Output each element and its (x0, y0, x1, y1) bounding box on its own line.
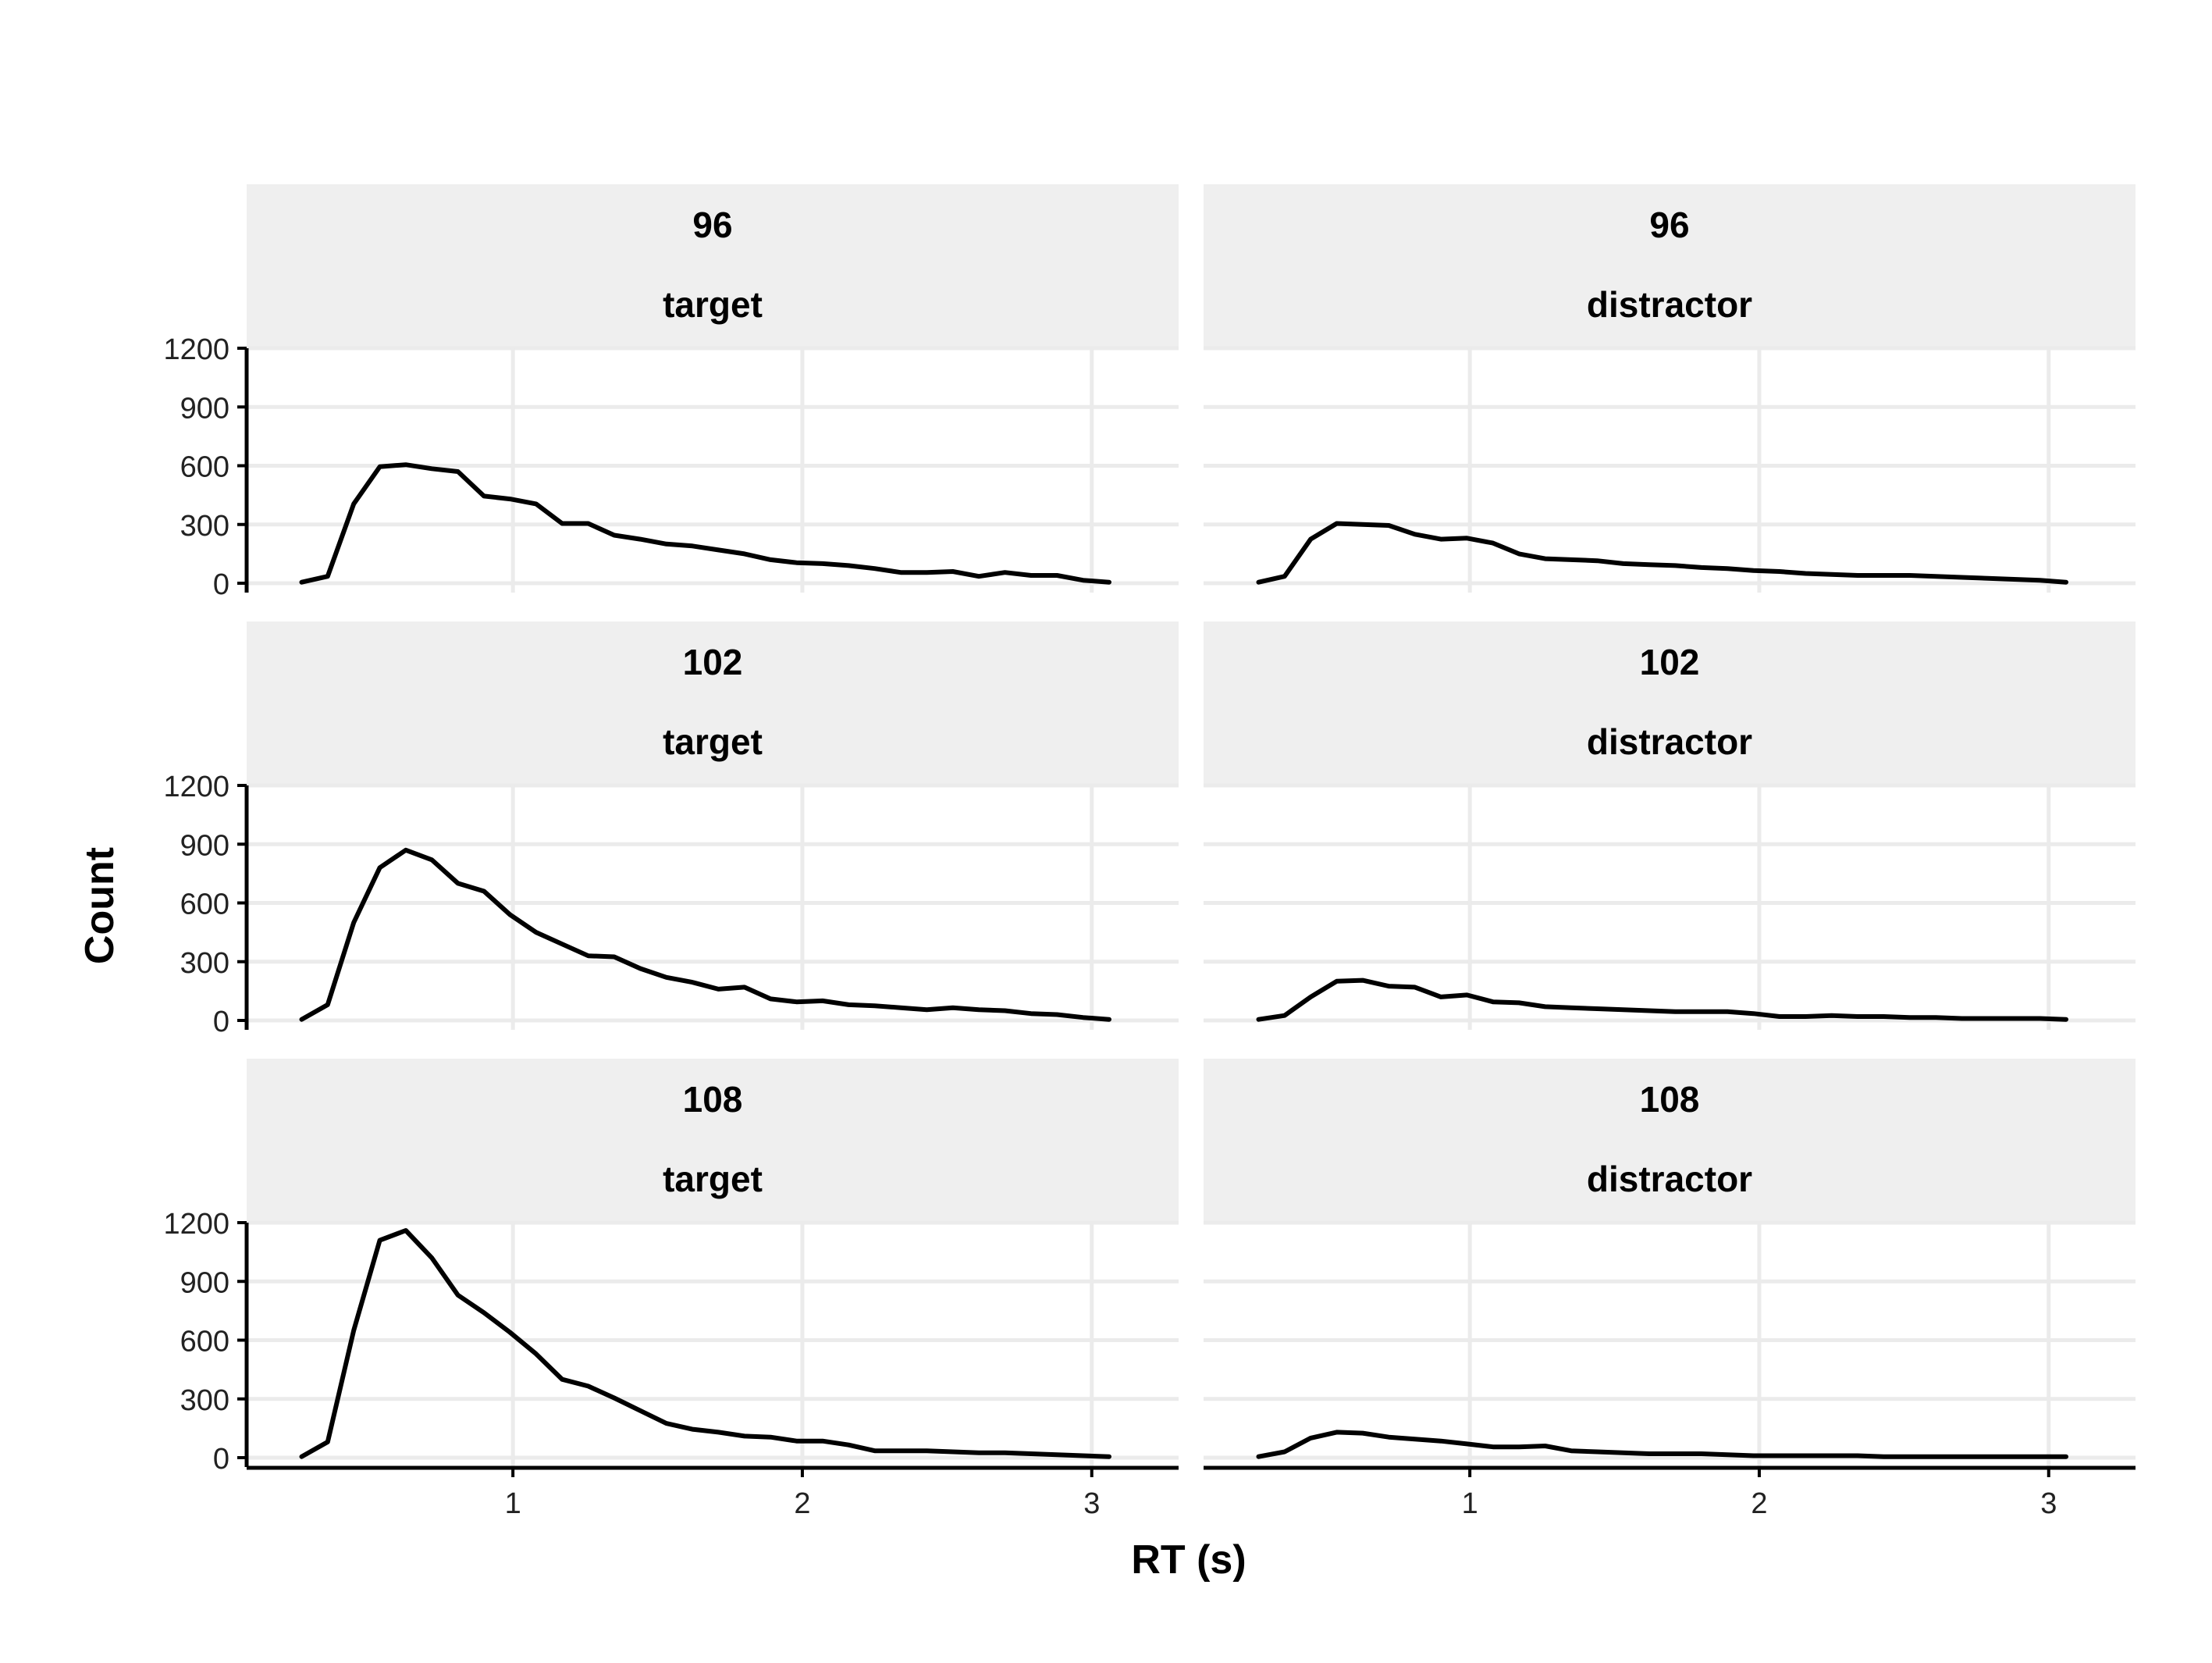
series-line (299, 462, 1111, 585)
panel-background (247, 348, 1179, 593)
facet-strip-label-top: 108 (1640, 1079, 1700, 1120)
facet-strip-background (247, 1059, 1179, 1223)
series-line (1256, 978, 2068, 1022)
facet-strip-background (1204, 621, 2136, 785)
facet-strip-background (1204, 184, 2136, 348)
x-tick-label: 1 (1462, 1487, 1478, 1520)
y-tick-label: 600 (180, 451, 229, 484)
facet-strip-label-top: 96 (692, 205, 732, 245)
facet-strip-label-top: 102 (1640, 642, 1700, 682)
facet-panel-1: 96 target (247, 184, 1179, 593)
y-tick-label: 900 (180, 1266, 229, 1299)
series-line (1256, 521, 2068, 585)
y-tick-label: 300 (180, 947, 229, 980)
facet-strip-label-bottom: target (663, 721, 763, 762)
y-tick-label: 600 (180, 888, 229, 921)
facet-strip-background (247, 184, 1179, 348)
y-tick-label: 0 (213, 1006, 229, 1038)
facet-panel-3: 102 target (247, 621, 1179, 1030)
panel-background (1204, 348, 2136, 593)
y-tick-label: 1200 (163, 333, 229, 366)
facet-panel-6: 108 distractor (1204, 1059, 2136, 1467)
facet-panel-5: 108 target (247, 1059, 1179, 1467)
y-tick-label: 900 (180, 392, 229, 425)
panel-background (1204, 1223, 2136, 1467)
y-axis-title: Count (77, 847, 123, 964)
series-line (299, 1228, 1111, 1459)
facet-strip-label-bottom: distractor (1587, 721, 1752, 762)
y-tick-label: 0 (213, 1443, 229, 1476)
y-tick-label: 600 (180, 1326, 229, 1359)
x-tick-label: 1 (505, 1487, 521, 1520)
panels-layer: 96 target 96 distractor 102 target 102 distract… (247, 184, 2136, 1467)
y-tick-label: 300 (180, 1384, 229, 1417)
x-tick-label: 2 (1751, 1487, 1767, 1520)
x-tick-label: 3 (1083, 1487, 1100, 1520)
facet-strip-label-top: 96 (1649, 205, 1689, 245)
facet-strip-background (1204, 1059, 2136, 1223)
series-line (299, 847, 1111, 1022)
x-tick-label: 2 (794, 1487, 810, 1520)
axes-layer: 0300600900120003006009001200030060090012… (163, 333, 2136, 1520)
facet-panel-2: 96 distractor (1204, 184, 2136, 593)
y-tick-label: 900 (180, 829, 229, 862)
y-tick-label: 0 (213, 568, 229, 601)
facet-strip-label-bottom: target (663, 1159, 763, 1199)
panel-background (1204, 785, 2136, 1030)
facet-strip-label-top: 102 (683, 642, 743, 682)
panel-background (247, 1223, 1179, 1467)
series-line (1256, 1430, 2068, 1459)
facet-strip-background (247, 621, 1179, 785)
panel-background (247, 785, 1179, 1030)
facet-strip-label-bottom: distractor (1587, 284, 1752, 325)
y-tick-label: 1200 (163, 771, 229, 803)
facet-strip-label-bottom: distractor (1587, 1159, 1752, 1199)
facet-strip-label-bottom: target (663, 284, 763, 325)
x-tick-label: 3 (2040, 1487, 2057, 1520)
y-tick-label: 1200 (163, 1208, 229, 1241)
facet-panel-4: 102 distractor (1204, 621, 2136, 1030)
facet-strip-label-top: 108 (683, 1079, 743, 1120)
x-axis-title: RT (s) (1131, 1537, 1246, 1583)
y-tick-label: 300 (180, 510, 229, 543)
